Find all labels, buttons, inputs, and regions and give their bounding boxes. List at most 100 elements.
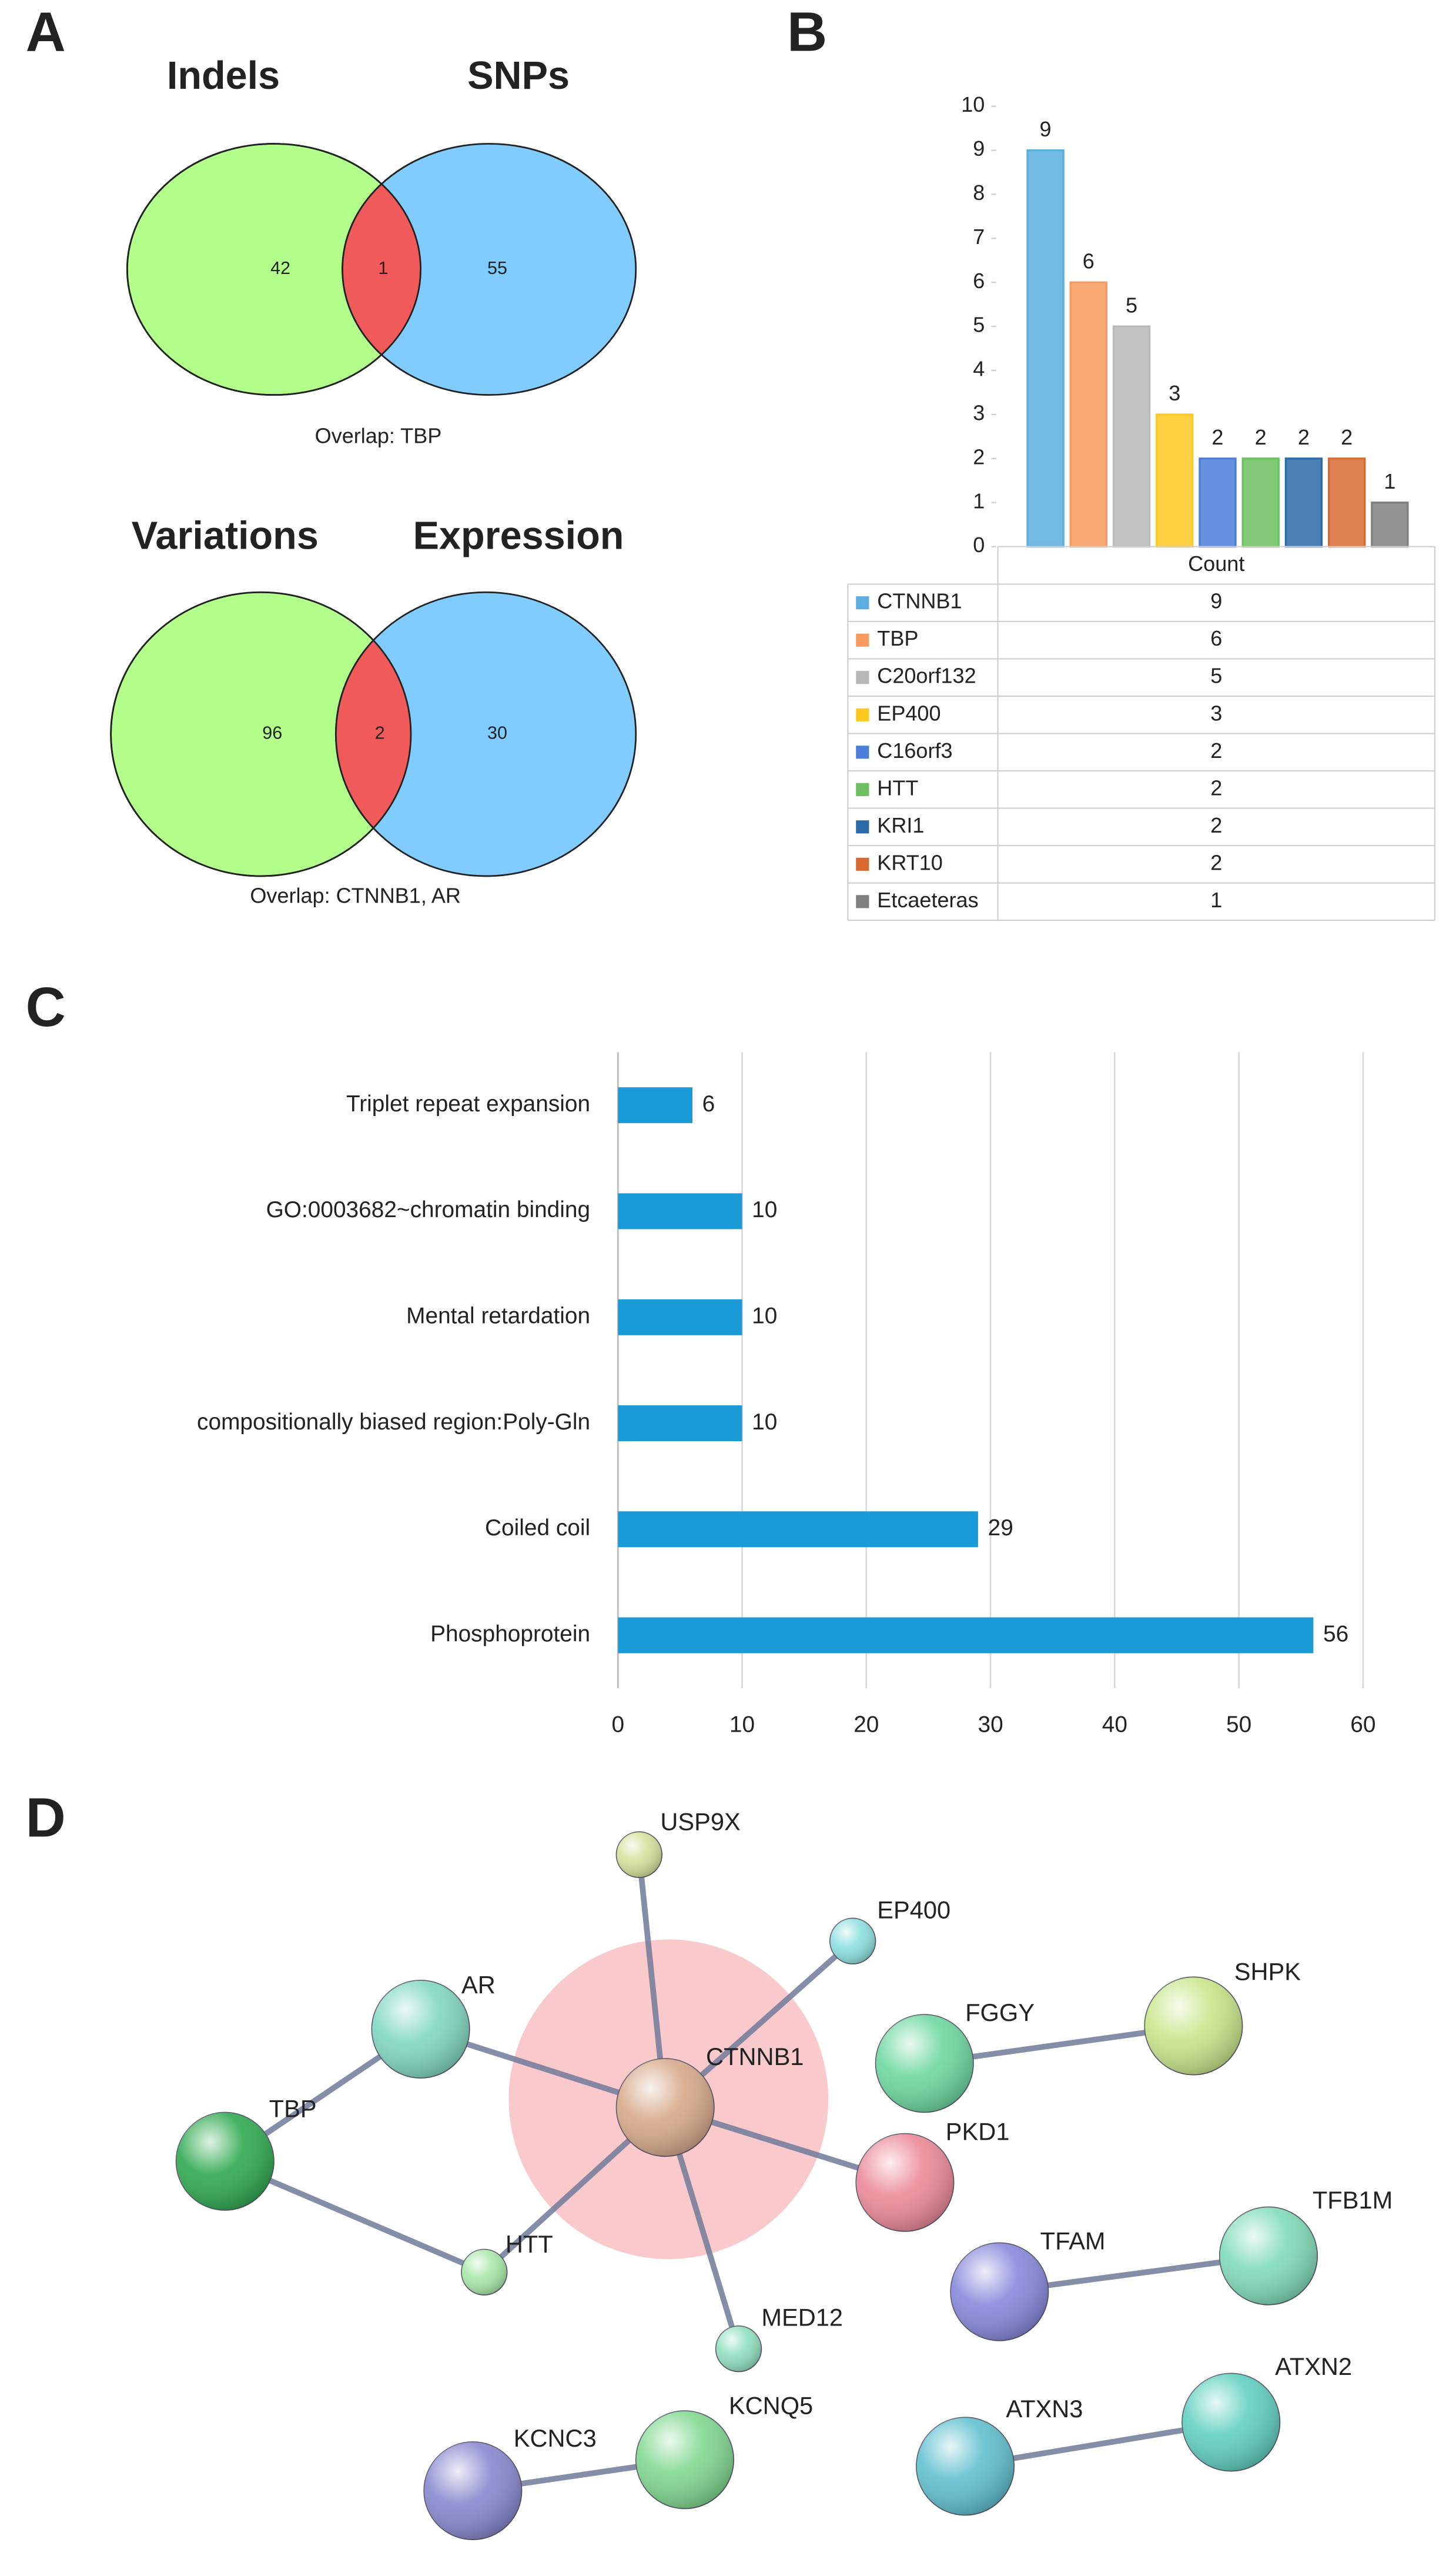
y-tick-label: 7 (973, 225, 985, 249)
y-tick-label: 8 (973, 181, 985, 205)
set-title: SNPs (467, 54, 570, 98)
node-shine (829, 1918, 876, 1964)
overlap-count: 1 (378, 258, 388, 278)
table-category: HTT (877, 776, 918, 800)
value-label: 56 (1323, 1621, 1348, 1646)
bar (1241, 457, 1280, 548)
table-category: C20orf132 (877, 664, 976, 688)
y-tick-label: Triplet repeat expansion (346, 1091, 590, 1117)
value-label: 2 (1211, 425, 1223, 449)
y-tick-label: 1 (973, 489, 985, 513)
table-value: 2 (1210, 739, 1222, 763)
table-category: CTNNB1 (877, 589, 962, 613)
node-shine (635, 2411, 734, 2509)
value-label: 6 (1083, 249, 1094, 273)
node-shine (1182, 2373, 1280, 2471)
x-tick-label: 60 (1350, 1712, 1375, 1737)
node-shine (856, 2133, 954, 2231)
node-shine (715, 2326, 762, 2372)
bar (618, 1405, 742, 1442)
table-value: 9 (1210, 589, 1222, 613)
node-shine (371, 1980, 470, 2079)
node-label: ATXN2 (1275, 2353, 1352, 2380)
table-value: 2 (1210, 850, 1222, 874)
node-shine (176, 2112, 274, 2210)
node-label: PKD1 (946, 2118, 1010, 2146)
y-tick-label: Mental retardation (406, 1303, 590, 1328)
set-title: Expression (413, 514, 624, 557)
node-label: CTNNB1 (706, 2043, 804, 2070)
y-tick-label: 3 (973, 400, 985, 425)
y-tick-label: Coiled coil (485, 1515, 590, 1541)
table-category: C16orf3 (877, 739, 952, 763)
node-label: KCNQ5 (729, 2392, 813, 2420)
node-label: EP400 (877, 1896, 950, 1923)
legend-swatch (856, 633, 869, 647)
legend-swatch (856, 746, 869, 759)
table-category: KRI1 (877, 813, 924, 837)
node-label: AR (461, 1971, 496, 1999)
legend-swatch (856, 820, 869, 834)
node-label: USP9X (660, 1807, 740, 1835)
y-tick-label: 6 (973, 269, 985, 293)
value-label: 1 (1384, 469, 1395, 493)
legend-swatch (856, 857, 869, 871)
table-category: Etcaeteras (877, 888, 978, 912)
node-label: TFAM (1040, 2227, 1106, 2254)
value-label: 2 (1298, 425, 1310, 449)
node-label: SHPK (1234, 1958, 1301, 1986)
value-label: 10 (752, 1303, 777, 1328)
y-tick-label: compositionally biased region:Poly-Gln (197, 1409, 590, 1435)
panel-letter: D (26, 1787, 66, 1849)
value-label: 5 (1126, 293, 1137, 317)
bar (618, 1299, 742, 1335)
x-tick-label: 0 (611, 1712, 624, 1737)
x-tick-label: 40 (1102, 1712, 1127, 1737)
table-value: 2 (1210, 813, 1222, 837)
x-tick-label: 30 (978, 1712, 1003, 1737)
venn-outline (110, 591, 412, 877)
table-value: 6 (1210, 626, 1222, 650)
bar (1199, 457, 1237, 548)
set-count: 55 (487, 258, 507, 278)
y-tick-label: 10 (961, 92, 985, 116)
bar (618, 1193, 742, 1229)
table-category: TBP (877, 626, 918, 650)
y-tick-label: GO:0003682~chromatin binding (266, 1197, 591, 1222)
node-label: TBP (269, 2095, 317, 2123)
bar (1371, 502, 1409, 548)
node-shine (616, 2058, 714, 2157)
panel-letter: B (787, 1, 827, 62)
set-count: 30 (487, 723, 507, 743)
x-tick-label: 50 (1226, 1712, 1251, 1737)
node-shine (1219, 2207, 1318, 2305)
node-shine (875, 2014, 973, 2113)
overlap-count: 2 (375, 723, 385, 743)
value-label: 10 (752, 1197, 777, 1222)
venn-outline (126, 143, 422, 396)
table-category: EP400 (877, 701, 940, 725)
value-label: 29 (988, 1515, 1013, 1541)
node-label: ATXN3 (1006, 2395, 1083, 2423)
bar (1026, 149, 1065, 548)
table-value: 3 (1210, 701, 1222, 725)
bar (618, 1617, 1314, 1653)
y-tick-label: 0 (973, 533, 985, 557)
legend-swatch (856, 895, 869, 908)
bar (1327, 457, 1366, 548)
table-value: 1 (1210, 888, 1222, 912)
node-label: FGGY (965, 1999, 1035, 2026)
node-shine (950, 2243, 1049, 2341)
x-tick-label: 20 (853, 1712, 879, 1737)
value-label: 3 (1169, 381, 1180, 405)
legend-swatch (856, 596, 869, 610)
node-label: HTT (506, 2230, 553, 2258)
y-tick-label: 4 (973, 357, 985, 381)
legend-swatch (856, 671, 869, 684)
value-label: 9 (1040, 117, 1052, 141)
node-label: TFB1M (1313, 2186, 1393, 2214)
annotation: Overlap: TBP (315, 423, 442, 447)
y-tick-label: 2 (973, 445, 985, 469)
panel-letter: C (26, 976, 66, 1038)
